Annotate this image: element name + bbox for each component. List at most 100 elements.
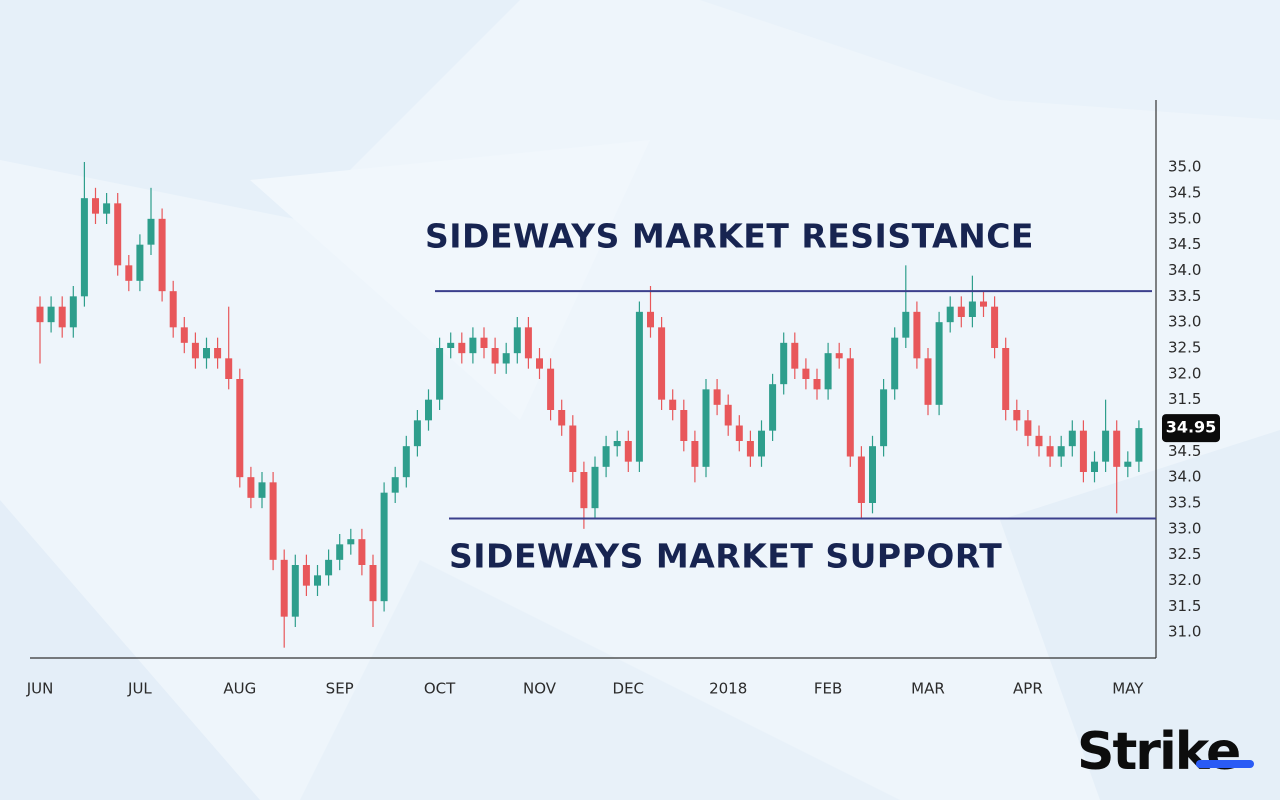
- x-tick-label: FEB: [814, 680, 842, 698]
- x-tick-label: NOV: [523, 680, 557, 698]
- candle-body: [158, 218, 166, 292]
- candle-body: [1024, 420, 1032, 436]
- x-tick-label: OCT: [424, 680, 456, 698]
- support-label: SIDEWAYS MARKET SUPPORT: [449, 537, 1002, 576]
- candle-body: [946, 306, 954, 323]
- candle-body: [524, 327, 532, 359]
- y-tick-label: 34.0: [1168, 261, 1201, 279]
- y-tick-label: 32.5: [1168, 545, 1201, 563]
- candle-body: [314, 575, 321, 586]
- candle-body: [802, 368, 810, 379]
- y-tick-label: 33.0: [1168, 519, 1201, 537]
- candle-body: [302, 565, 310, 586]
- candle-body: [402, 446, 410, 478]
- candle-body: [347, 539, 355, 545]
- y-tick-label: 33.0: [1168, 313, 1201, 331]
- candle-body: [846, 358, 854, 457]
- candle-body: [358, 539, 366, 565]
- candle-body: [968, 301, 976, 317]
- candle-body: [1113, 430, 1121, 467]
- candle-body: [1068, 430, 1076, 447]
- candle-body: [114, 203, 122, 266]
- candle-body: [1046, 446, 1054, 457]
- candle-body: [735, 425, 743, 441]
- candle-body: [1035, 435, 1043, 447]
- candle-body: [214, 348, 222, 359]
- candle-body: [724, 404, 732, 426]
- brand-accent: [1196, 760, 1254, 768]
- y-tick-label: 32.0: [1168, 571, 1201, 589]
- candle-body: [236, 379, 244, 478]
- y-tick-label: 34.5: [1168, 235, 1201, 253]
- candle-body: [1124, 461, 1132, 467]
- candle-body: [369, 565, 377, 602]
- candle-body: [136, 244, 144, 281]
- candle-body: [125, 265, 133, 281]
- candle-body: [635, 311, 643, 462]
- candle-body: [891, 337, 899, 390]
- x-tick-label: JUN: [26, 680, 54, 698]
- candle-body: [247, 477, 255, 498]
- candle-body: [280, 559, 288, 617]
- resistance-label: SIDEWAYS MARKET RESISTANCE: [425, 217, 1034, 256]
- y-tick-label: 31.0: [1168, 623, 1201, 641]
- candle-body: [447, 342, 455, 348]
- y-tick-label: 32.5: [1168, 339, 1201, 357]
- candle-body: [58, 306, 66, 328]
- y-tick-label: 34.5: [1168, 442, 1201, 460]
- brand-logo: Strike: [1077, 722, 1254, 782]
- candle-body: [413, 420, 421, 447]
- candle-body: [480, 337, 488, 348]
- candle-body: [591, 466, 599, 509]
- candle-body: [1013, 410, 1021, 421]
- candle-body: [957, 306, 965, 317]
- y-tick-label: 32.0: [1168, 364, 1201, 382]
- candle-body: [436, 348, 444, 400]
- candle-body: [169, 291, 177, 328]
- candle-body: [580, 472, 588, 509]
- candle-body: [491, 348, 499, 364]
- candle-body: [180, 327, 188, 343]
- candle-body: [913, 311, 921, 359]
- candle-body: [869, 446, 876, 503]
- candle-body: [791, 342, 799, 369]
- candle-body: [258, 482, 266, 498]
- x-tick-label: MAY: [1112, 680, 1144, 698]
- candle-body: [813, 379, 821, 390]
- candle-body: [624, 441, 632, 462]
- candle-body: [1102, 430, 1110, 462]
- candle-body: [1091, 461, 1098, 472]
- candle-body: [935, 322, 943, 405]
- candle-body: [613, 441, 621, 447]
- y-tick-label: 31.5: [1168, 597, 1201, 615]
- candle-body: [702, 389, 710, 467]
- x-tick-label: SEP: [326, 680, 354, 698]
- x-tick-label: AUG: [223, 680, 256, 698]
- candle-body: [536, 358, 543, 369]
- candle-body: [1002, 348, 1010, 410]
- brand: Strike: [1077, 722, 1239, 782]
- candle-body: [746, 441, 754, 457]
- candle-body: [647, 311, 654, 328]
- candle-body: [569, 425, 577, 472]
- candle-body: [1057, 446, 1065, 457]
- candle-body: [691, 441, 699, 467]
- candle-body: [458, 342, 466, 354]
- candle-body: [103, 203, 111, 214]
- candle-body: [680, 410, 688, 441]
- candle-body: [558, 410, 566, 426]
- candle-body: [69, 296, 77, 328]
- x-tick-label: APR: [1013, 680, 1043, 698]
- candle-body: [225, 358, 233, 379]
- candle-body: [502, 353, 510, 364]
- candle-body: [325, 559, 333, 576]
- y-tick-label: 35.0: [1168, 209, 1201, 227]
- candle-body: [513, 327, 521, 354]
- candle-body: [658, 327, 666, 400]
- x-tick-label: 2018: [709, 680, 747, 698]
- candle-body: [203, 348, 210, 359]
- last-price-label: 34.95: [1166, 418, 1217, 437]
